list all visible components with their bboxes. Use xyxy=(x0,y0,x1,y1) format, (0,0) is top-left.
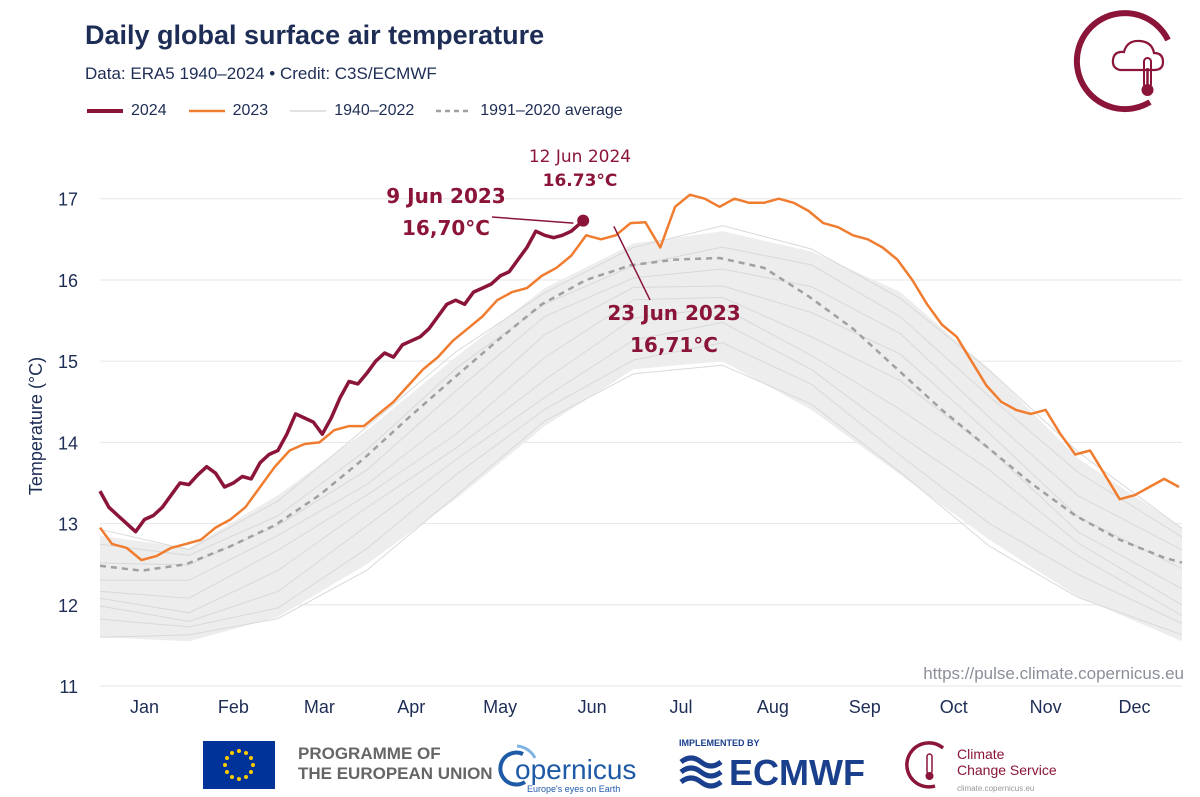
eu-programme-text: PROGRAMME OF THE EUROPEAN UNION xyxy=(298,744,493,784)
x-tick-label: Mar xyxy=(304,697,335,717)
history-envelope xyxy=(99,225,1183,642)
copernicus-swirl-icon xyxy=(498,744,537,787)
chart-title: Daily global surface air temperature xyxy=(85,20,545,50)
y-tick-label: 17 xyxy=(58,190,78,210)
c3s-logo-icon xyxy=(1073,10,1171,113)
x-tick-label: May xyxy=(483,697,517,717)
eu-line-2: THE EUROPEAN UNION xyxy=(298,764,493,783)
y-tick-label: 16 xyxy=(58,271,78,291)
ecmwf-waves-icon xyxy=(679,755,723,789)
eu-line-1: PROGRAMME OF xyxy=(298,744,441,763)
c3s-footer-icon xyxy=(905,741,945,789)
x-tick-label: Oct xyxy=(940,697,968,717)
legend-item-average[interactable]: 1991–2020 average xyxy=(436,102,623,120)
x-tick-label: Jul xyxy=(670,697,693,717)
annotation-value-23jun2023: 16,71°C xyxy=(630,333,718,357)
history-year-line xyxy=(99,307,1183,614)
y-axis-label: Temperature (°C) xyxy=(26,357,46,495)
history-year-line xyxy=(99,285,1183,581)
legend-swatch-2023 xyxy=(188,109,225,113)
x-axis: Jan Feb Mar Apr May Jun Jul Aug Sep Oct Nov Dec xyxy=(130,697,1151,717)
y-tick-label: 11 xyxy=(59,677,78,697)
ecmwf-wordmark: ECMWF xyxy=(729,752,865,793)
legend-label: 2024 xyxy=(131,102,167,119)
x-tick-label: Apr xyxy=(397,697,425,717)
x-tick-label: Sep xyxy=(849,697,881,717)
x-tick-label: Feb xyxy=(218,697,249,717)
legend-label: 2023 xyxy=(232,102,269,119)
legend-label: 1991–2020 average xyxy=(480,102,623,119)
history-band xyxy=(100,231,1182,642)
annotation-value-2024: 16.73°C xyxy=(543,171,618,191)
legend-swatch-average xyxy=(436,109,473,113)
annotation-date-9jun2023: 9 Jun 2023 xyxy=(386,184,505,208)
c3s-line-2: Change Service xyxy=(957,762,1057,778)
y-tick-label: 15 xyxy=(58,352,78,372)
eu-flag-icon xyxy=(203,741,275,789)
x-tick-label: Nov xyxy=(1030,697,1062,717)
x-tick-label: Jan xyxy=(130,697,159,717)
annotations: 12 Jun 2024 16.73°C 9 Jun 2023 16,70°C 23 Ju… xyxy=(386,147,740,357)
history-year-line xyxy=(99,364,1183,638)
chart-subtitle: Data: ERA5 1940–2024 • Credit: C3S/ECMWF xyxy=(85,64,437,83)
ecmwf-logo: IMPLEMENTED BY ECMWF xyxy=(677,738,882,794)
history-year-line xyxy=(99,225,1183,551)
source-url[interactable]: https://pulse.climate.copernicus.eu xyxy=(923,664,1184,683)
y-tick-label: 14 xyxy=(58,433,78,453)
history-year-line xyxy=(99,268,1183,566)
history-year-line xyxy=(99,321,1183,622)
c3s-line-1: Climate xyxy=(957,746,1005,762)
legend-swatch-2024 xyxy=(87,109,123,113)
footer-logos: PROGRAMME OF THE EUROPEAN UNION opernicu… xyxy=(0,730,1200,797)
x-tick-label: Jun xyxy=(578,697,607,717)
annotation-leader-23jun2023 xyxy=(613,225,651,301)
annotation-date-23jun2023: 23 Jun 2023 xyxy=(607,301,740,325)
c3s-name: Climate Change Service xyxy=(957,746,1057,778)
history-year-line xyxy=(99,342,1183,628)
y-axis: 11 12 13 14 15 16 17 Temperature (°C) xyxy=(26,190,78,697)
copernicus-wordmark: opernicus xyxy=(515,754,637,785)
series-line-2023 xyxy=(98,193,1180,562)
series-line-2024 xyxy=(98,219,585,534)
legend-item-2023[interactable]: 2023 xyxy=(188,102,269,120)
legend-swatch-history xyxy=(290,110,327,112)
implemented-by-label: IMPLEMENTED BY xyxy=(679,738,760,748)
x-tick-label: Dec xyxy=(1119,697,1151,717)
c3s-footer-logo: Climate Change Service climate.copernicu… xyxy=(905,738,1075,794)
chart-canvas: 11 12 13 14 15 16 17 Temperature (°C) Jan Feb Mar… xyxy=(26,10,1183,717)
legend-item-2024[interactable]: 2024 xyxy=(87,102,167,120)
legend: 2024 2023 1940–2022 1991–2020 average xyxy=(87,100,645,122)
y-tick-label: 12 xyxy=(58,596,78,616)
copernicus-logo: opernicus Europe's eyes on Earth xyxy=(497,738,647,794)
annotation-value-9jun2023: 16,70°C xyxy=(402,216,490,240)
series-line-average xyxy=(99,256,1183,572)
legend-item-history[interactable]: 1940–2022 xyxy=(290,102,414,120)
eu-stars-icon xyxy=(223,749,255,781)
legend-label: 1940–2022 xyxy=(334,102,415,119)
x-tick-label: Aug xyxy=(757,697,789,717)
y-tick-label: 13 xyxy=(58,515,78,535)
c3s-url: climate.copernicus.eu xyxy=(957,784,1035,793)
copernicus-tagline: Europe's eyes on Earth xyxy=(527,784,621,794)
series-lines xyxy=(98,193,1183,572)
record-dot-2024 xyxy=(577,214,590,227)
annotation-leader-9jun2023 xyxy=(491,216,574,224)
history-year-line xyxy=(99,296,1183,599)
annotation-date-2024: 12 Jun 2024 xyxy=(529,147,631,167)
